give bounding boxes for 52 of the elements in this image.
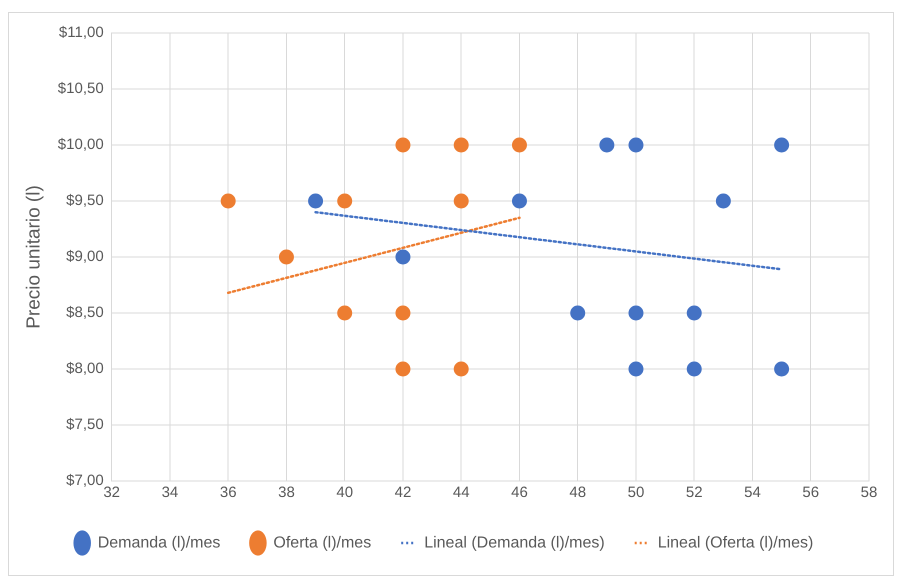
legend-label: Lineal (Oferta (l)/mes)	[658, 534, 814, 552]
y-axis-title: Precio unitario (l)	[24, 185, 45, 329]
x-tick-label: 32	[103, 484, 120, 502]
y-tick-label: $9,50	[66, 192, 104, 210]
point	[686, 362, 702, 376]
x-tick-label: 44	[452, 484, 470, 502]
point	[308, 194, 324, 208]
y-tick-label: $7,50	[66, 416, 104, 434]
y-tick-label: $8,50	[66, 304, 104, 322]
y-tick-label: $10,00	[58, 136, 104, 154]
x-tick-label: 50	[628, 484, 644, 502]
x-tick-label: 34	[162, 484, 178, 502]
point	[337, 194, 352, 208]
point	[220, 194, 236, 208]
point	[716, 194, 731, 208]
x-tick-label: 42	[394, 484, 412, 502]
point	[774, 362, 790, 376]
x-tick-label: 48	[569, 484, 586, 502]
point	[395, 306, 410, 320]
point	[774, 138, 790, 152]
legend-label: Demanda (l)/mes	[98, 534, 220, 552]
point	[628, 362, 644, 376]
x-tick-label: 40	[336, 484, 354, 502]
x-tick-label: 46	[511, 484, 528, 502]
y-tick-label: $9,00	[66, 248, 104, 266]
y-tick-label: $11,00	[58, 24, 104, 42]
point	[570, 306, 586, 320]
point	[512, 138, 527, 152]
point	[395, 250, 410, 264]
x-tick-label: 38	[278, 484, 295, 502]
point	[628, 306, 644, 320]
point	[278, 250, 294, 264]
point	[337, 306, 352, 320]
y-tick-label: $7,00	[66, 472, 104, 490]
point	[395, 362, 410, 376]
point	[512, 194, 527, 208]
legend-label: Lineal (Demanda (l)/mes)	[424, 534, 605, 552]
legend-label: Oferta (l)/mes	[273, 534, 372, 552]
point	[454, 194, 469, 208]
x-tick-label: 58	[860, 484, 878, 502]
point	[395, 138, 410, 152]
x-tick-label: 54	[744, 484, 761, 502]
x-tick-label: 52	[686, 484, 703, 502]
point	[454, 138, 469, 152]
x-tick-label: 56	[802, 484, 820, 502]
y-tick-label: $10,50	[58, 80, 104, 98]
y-tick-label: $8,00	[66, 360, 104, 378]
point	[454, 362, 469, 376]
x-tick-label: 36	[220, 484, 237, 502]
point	[686, 306, 702, 320]
point	[628, 138, 644, 152]
point	[599, 138, 614, 152]
